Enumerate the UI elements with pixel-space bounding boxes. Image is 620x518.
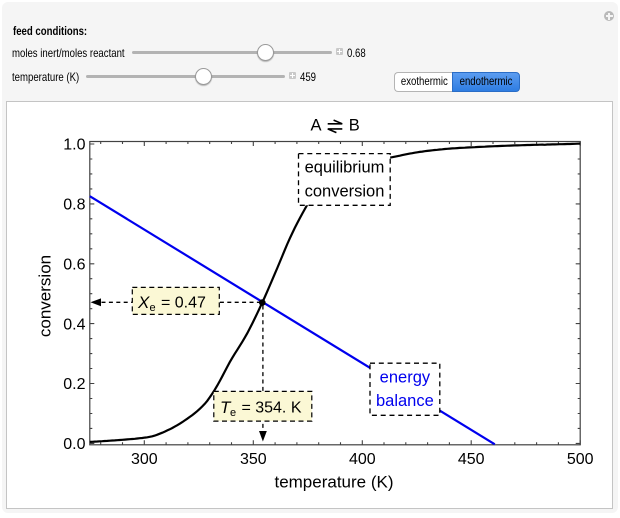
svg-text:0.2: 0.2 — [63, 376, 85, 393]
svg-text:= 0.47: = 0.47 — [157, 295, 206, 312]
svg-text:0.0: 0.0 — [63, 436, 85, 453]
svg-text:conversion: conversion — [36, 255, 55, 337]
svg-text:500: 500 — [567, 451, 594, 468]
svg-text:T: T — [220, 398, 232, 417]
svg-text:0.8: 0.8 — [63, 197, 85, 214]
svg-text:temperature (K): temperature (K) — [274, 473, 393, 492]
svg-text:X: X — [137, 293, 150, 312]
svg-text:350: 350 — [240, 451, 267, 468]
svg-text:1.0: 1.0 — [63, 137, 85, 154]
svg-text:0.4: 0.4 — [63, 316, 85, 333]
svg-text:energy: energy — [380, 369, 431, 387]
svg-text:300: 300 — [131, 451, 158, 468]
svg-text:e: e — [230, 407, 236, 419]
svg-text:B: B — [349, 117, 360, 135]
svg-text:A: A — [311, 117, 322, 135]
svg-text:450: 450 — [458, 451, 485, 468]
svg-text:balance: balance — [376, 392, 434, 410]
svg-text:0.6: 0.6 — [63, 257, 85, 274]
svg-text:conversion: conversion — [305, 182, 385, 200]
svg-text:equilibrium: equilibrium — [305, 158, 385, 176]
svg-text:400: 400 — [349, 451, 376, 468]
svg-text:= 354. K: = 354. K — [237, 400, 302, 417]
svg-text:e: e — [150, 302, 156, 314]
